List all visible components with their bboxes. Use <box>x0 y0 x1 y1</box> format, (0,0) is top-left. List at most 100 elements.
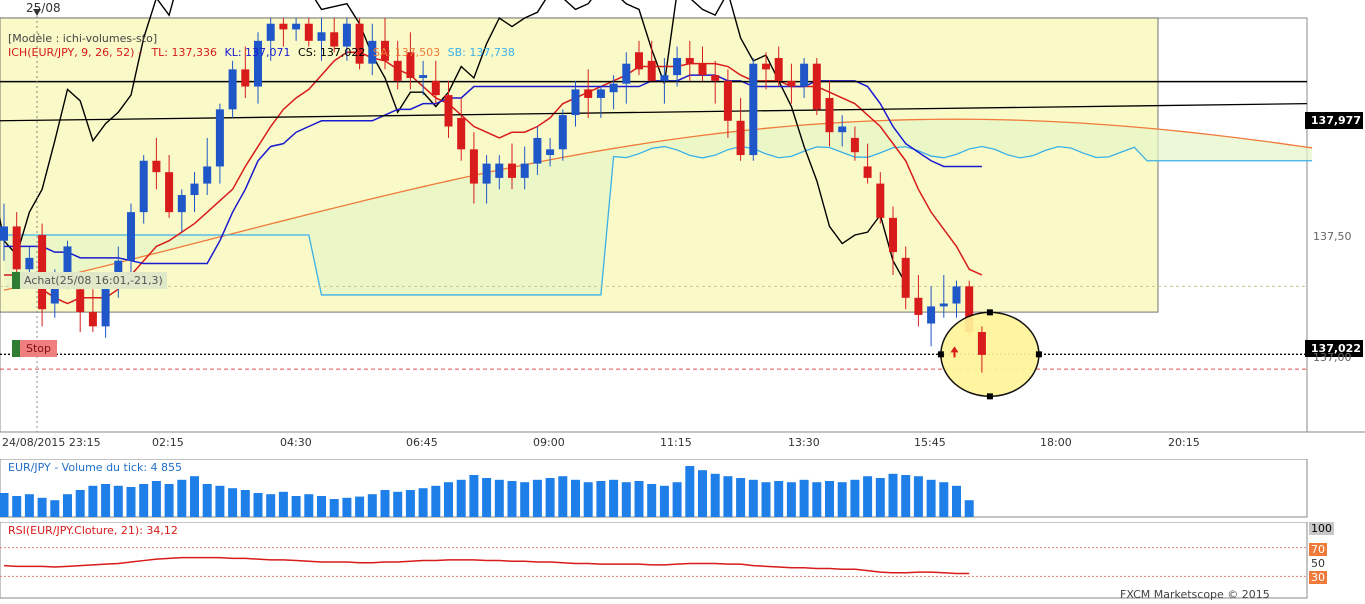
stop-order-label[interactable]: Stop <box>12 340 58 357</box>
highlight-ellipse <box>940 311 1040 398</box>
candle-body <box>12 226 21 270</box>
candle <box>927 286 936 347</box>
candle-body <box>584 89 593 98</box>
candle-body <box>901 257 910 298</box>
buy-order-label[interactable]: Achat(25/08 16:01,-21,3) <box>12 272 167 289</box>
rsi-panel[interactable]: RSI(EUR/JPY.Cloture, 21): 34,12 100 70 5… <box>0 522 1365 604</box>
ellipse-handle <box>1035 351 1042 358</box>
volume-bar <box>139 484 149 517</box>
chikou-line <box>0 0 907 284</box>
volume-bar <box>291 496 301 517</box>
volume-bar <box>659 485 669 517</box>
volume-title: EUR/JPY - Volume du tick: 4 855 <box>8 461 183 474</box>
candle <box>355 18 364 70</box>
candle-body <box>977 332 986 355</box>
volume-bar <box>177 479 187 517</box>
time-tick: 04:30 <box>280 436 312 449</box>
volume-bar <box>50 500 60 517</box>
candle-body <box>927 306 936 324</box>
ellipse-handle <box>937 351 944 358</box>
candle-body <box>787 80 796 87</box>
candle <box>635 40 643 76</box>
candle <box>215 103 224 184</box>
volume-chart[interactable] <box>0 459 1365 521</box>
volume-bar <box>190 476 199 517</box>
volume-bar <box>901 475 911 517</box>
volume-bar <box>913 476 923 517</box>
candle <box>304 18 313 47</box>
volume-bar <box>952 485 961 517</box>
candle <box>889 206 897 275</box>
tl-value: TL: 137,336 <box>151 46 217 59</box>
candle <box>787 63 796 104</box>
candle-body <box>431 80 440 96</box>
candle <box>914 274 923 327</box>
volume-bar <box>685 466 695 517</box>
candle <box>165 155 174 218</box>
candle-body <box>368 40 377 64</box>
candle-body <box>190 183 199 196</box>
candle <box>0 203 8 261</box>
volume-bar <box>774 481 784 517</box>
candle-body <box>482 163 491 184</box>
volume-bar <box>431 485 441 517</box>
candle <box>330 18 339 53</box>
rsi-chart[interactable] <box>0 522 1365 604</box>
ellipse-handle <box>986 393 993 400</box>
candle-body <box>165 172 174 213</box>
candle-body <box>876 183 885 218</box>
candle-body <box>723 80 732 121</box>
volume-bar <box>278 491 288 517</box>
candle <box>762 52 770 90</box>
candle <box>495 155 504 190</box>
volume-bar <box>863 476 873 517</box>
candle <box>698 46 707 81</box>
candle <box>368 23 377 76</box>
volume-panel[interactable]: EUR/JPY - Volume du tick: 4 855 <box>0 459 1365 521</box>
candle <box>723 69 732 138</box>
volume-bar <box>799 479 809 517</box>
candle-body <box>635 52 643 70</box>
candle <box>406 32 415 90</box>
candle-body <box>292 23 301 30</box>
price-panel[interactable]: 25/08 [Modèle : ichi-volumes-sto] ICH(EU… <box>0 0 1365 450</box>
volume-bar <box>761 482 771 517</box>
stop-marker-icon <box>12 340 20 357</box>
candle-body <box>355 23 364 64</box>
candle-body <box>952 286 961 304</box>
volume-bar <box>583 482 593 517</box>
candle-body <box>762 63 770 70</box>
candle-body <box>965 286 974 333</box>
volume-bar <box>710 473 720 517</box>
rsi-tick-70: 70 <box>1309 543 1327 556</box>
candle-body <box>50 280 59 304</box>
sa-value: SA: 137,503 <box>372 46 441 59</box>
volume-bar <box>837 482 847 517</box>
candle <box>266 18 275 61</box>
candle <box>800 57 809 98</box>
candle <box>177 189 186 233</box>
volume-bar <box>355 496 365 517</box>
volume-bar <box>164 484 174 517</box>
candle <box>584 69 593 118</box>
candle-body <box>406 52 415 78</box>
candle <box>469 132 478 204</box>
candle <box>444 80 453 138</box>
volume-bar <box>37 497 47 517</box>
volume-bar <box>596 481 606 517</box>
volume-bar <box>507 481 517 517</box>
candle-body <box>698 63 707 76</box>
time-tick: 09:00 <box>533 436 565 449</box>
volume-bar <box>380 490 390 517</box>
volume-bar <box>151 481 161 517</box>
volume-bar <box>0 493 9 517</box>
candle-body <box>342 23 351 47</box>
date-marker-triangle-icon <box>33 9 41 16</box>
volume-bar <box>266 494 276 517</box>
candle-body <box>939 303 948 307</box>
volume-bar <box>75 490 85 517</box>
price-tick-137-50: 137,50 <box>1313 230 1352 243</box>
rsi-frame <box>0 522 1308 599</box>
price-chart[interactable] <box>0 0 1365 450</box>
candle <box>127 203 135 275</box>
